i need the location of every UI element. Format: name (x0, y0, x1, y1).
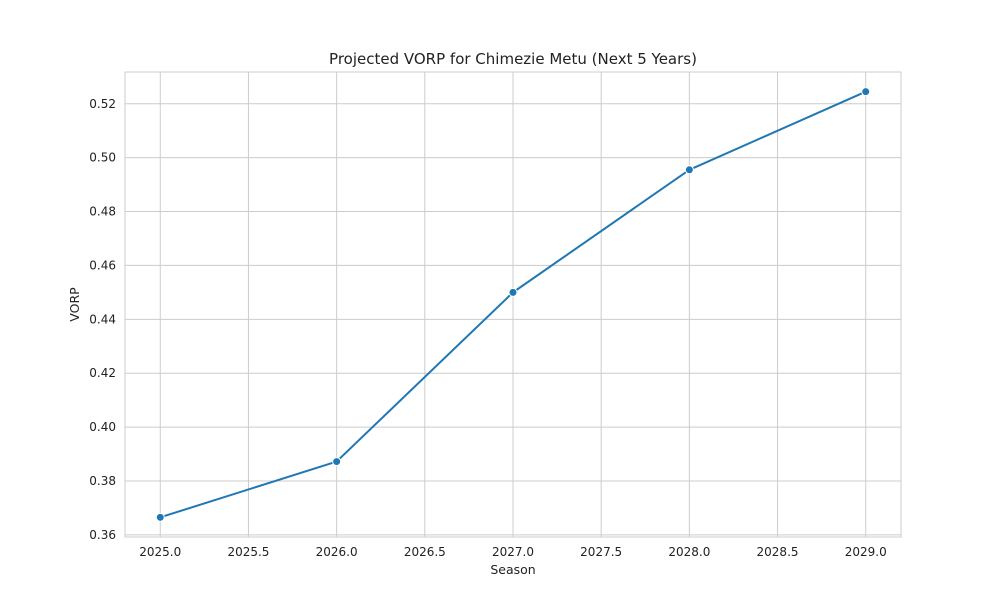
chart-title: Projected VORP for Chimezie Metu (Next 5… (329, 50, 697, 68)
x-tick-label: 2025.0 (139, 545, 181, 559)
y-tick-label: 0.42 (89, 366, 116, 380)
x-tick-label: 2027.0 (492, 545, 534, 559)
y-tick-label: 0.46 (89, 258, 116, 272)
y-axis-label: VORP (67, 287, 82, 322)
series-layer (155, 87, 871, 522)
x-tick-label: 2028.0 (668, 545, 710, 559)
x-tick-label: 2028.5 (757, 545, 799, 559)
x-tick-label: 2027.5 (580, 545, 622, 559)
data-point (155, 512, 165, 522)
grid (125, 72, 901, 537)
x-axis: 2025.0 2025.5 2026.0 2026.5 2027.0 2027.5 2028… (139, 545, 886, 559)
data-point (861, 87, 871, 97)
y-tick-label: 0.52 (89, 97, 116, 111)
x-tick-label: 2026.5 (404, 545, 446, 559)
y-tick-label: 0.38 (89, 474, 116, 488)
plot-area (124, 71, 902, 538)
x-tick-label: 2026.0 (316, 545, 358, 559)
x-axis-label: Season (490, 562, 535, 577)
data-point (332, 457, 342, 467)
y-tick-label: 0.44 (89, 312, 116, 326)
x-tick-label: 2029.0 (845, 545, 887, 559)
y-tick-label: 0.50 (89, 151, 116, 165)
data-point (684, 165, 694, 175)
y-axis: 0.36 0.38 0.40 0.42 0.44 0.46 0.48 0.50 0.52 (89, 97, 116, 542)
y-tick-label: 0.36 (89, 528, 116, 542)
y-tick-label: 0.48 (89, 205, 116, 219)
x-tick-label: 2025.5 (227, 545, 269, 559)
data-point (508, 287, 518, 297)
y-tick-label: 0.40 (89, 420, 116, 434)
